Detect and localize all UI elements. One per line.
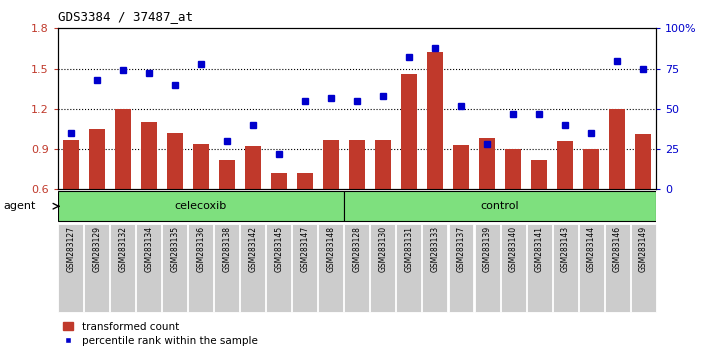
FancyBboxPatch shape bbox=[58, 191, 344, 221]
FancyBboxPatch shape bbox=[370, 224, 396, 312]
FancyBboxPatch shape bbox=[189, 224, 213, 312]
Bar bbox=[349, 140, 365, 189]
FancyBboxPatch shape bbox=[318, 224, 344, 312]
Text: celecoxib: celecoxib bbox=[175, 201, 227, 211]
Text: GSM283141: GSM283141 bbox=[534, 226, 543, 272]
Text: GSM283131: GSM283131 bbox=[405, 226, 413, 272]
Text: GSM283134: GSM283134 bbox=[144, 226, 153, 272]
FancyBboxPatch shape bbox=[605, 224, 629, 312]
Text: GSM283127: GSM283127 bbox=[66, 226, 75, 272]
Bar bbox=[219, 160, 234, 189]
Bar bbox=[193, 144, 208, 189]
Legend: transformed count, percentile rank within the sample: transformed count, percentile rank withi… bbox=[63, 321, 258, 346]
Text: GSM283142: GSM283142 bbox=[249, 226, 258, 272]
Text: agent: agent bbox=[4, 201, 36, 211]
FancyBboxPatch shape bbox=[527, 224, 551, 312]
Text: GSM283135: GSM283135 bbox=[170, 226, 180, 272]
FancyBboxPatch shape bbox=[240, 224, 265, 312]
Text: GSM283145: GSM283145 bbox=[275, 226, 284, 272]
Text: control: control bbox=[481, 201, 520, 211]
FancyBboxPatch shape bbox=[344, 191, 656, 221]
Text: GSM283148: GSM283148 bbox=[327, 226, 335, 272]
Bar bbox=[271, 173, 287, 189]
FancyBboxPatch shape bbox=[214, 224, 239, 312]
FancyBboxPatch shape bbox=[266, 224, 291, 312]
Bar bbox=[609, 109, 625, 189]
FancyBboxPatch shape bbox=[163, 224, 187, 312]
Text: GSM283149: GSM283149 bbox=[639, 226, 648, 272]
Bar bbox=[505, 149, 521, 189]
Text: GSM283136: GSM283136 bbox=[196, 226, 206, 272]
Bar bbox=[584, 149, 599, 189]
Bar bbox=[479, 138, 495, 189]
Text: GSM283146: GSM283146 bbox=[612, 226, 622, 272]
FancyBboxPatch shape bbox=[553, 224, 577, 312]
FancyBboxPatch shape bbox=[292, 224, 318, 312]
FancyBboxPatch shape bbox=[58, 224, 83, 312]
Bar bbox=[427, 52, 443, 189]
Bar bbox=[635, 135, 651, 189]
Bar bbox=[63, 140, 79, 189]
FancyBboxPatch shape bbox=[474, 224, 500, 312]
Text: GSM283130: GSM283130 bbox=[379, 226, 387, 272]
FancyBboxPatch shape bbox=[84, 224, 109, 312]
Text: GSM283132: GSM283132 bbox=[118, 226, 127, 272]
FancyBboxPatch shape bbox=[579, 224, 603, 312]
Bar bbox=[453, 145, 469, 189]
Bar bbox=[297, 173, 313, 189]
Text: GSM283143: GSM283143 bbox=[560, 226, 570, 272]
Text: GSM283128: GSM283128 bbox=[353, 226, 361, 272]
FancyBboxPatch shape bbox=[422, 224, 448, 312]
Text: GSM283140: GSM283140 bbox=[508, 226, 517, 272]
FancyBboxPatch shape bbox=[631, 224, 655, 312]
Text: GSM283138: GSM283138 bbox=[222, 226, 232, 272]
Bar bbox=[532, 160, 547, 189]
FancyBboxPatch shape bbox=[137, 224, 161, 312]
Text: GSM283139: GSM283139 bbox=[482, 226, 491, 272]
Bar bbox=[89, 129, 105, 189]
Bar bbox=[375, 140, 391, 189]
Text: GSM283133: GSM283133 bbox=[430, 226, 439, 272]
FancyBboxPatch shape bbox=[448, 224, 474, 312]
Bar bbox=[115, 109, 130, 189]
Text: GSM283137: GSM283137 bbox=[456, 226, 465, 272]
Bar bbox=[323, 140, 339, 189]
FancyBboxPatch shape bbox=[396, 224, 422, 312]
FancyBboxPatch shape bbox=[501, 224, 525, 312]
Text: GSM283144: GSM283144 bbox=[586, 226, 596, 272]
Bar bbox=[558, 141, 573, 189]
FancyBboxPatch shape bbox=[344, 224, 370, 312]
Bar bbox=[141, 122, 156, 189]
FancyBboxPatch shape bbox=[111, 224, 135, 312]
Bar bbox=[245, 147, 260, 189]
Text: GSM283129: GSM283129 bbox=[92, 226, 101, 272]
Text: GDS3384 / 37487_at: GDS3384 / 37487_at bbox=[58, 10, 193, 23]
Bar bbox=[167, 133, 182, 189]
Bar bbox=[401, 74, 417, 189]
Text: GSM283147: GSM283147 bbox=[301, 226, 309, 272]
